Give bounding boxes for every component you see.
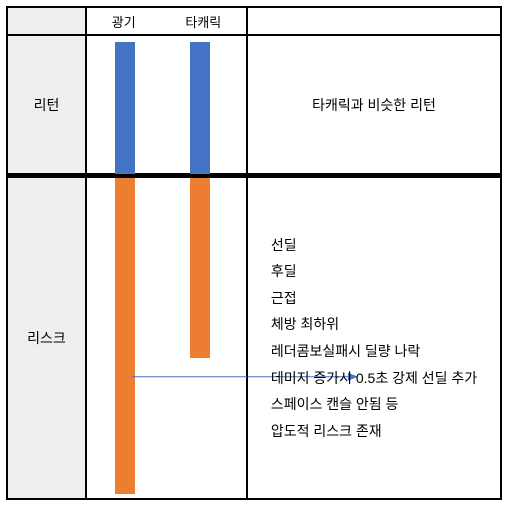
col-label-1: 광기 [112,12,136,31]
header-bars: 광기 타캐릭 [86,7,247,35]
return-bar-other [190,42,210,175]
risk-note-7: 스페이스 캔슬 안됨 등 [271,391,477,418]
figure: 광기 타캐릭 리턴 타캐릭과 비슷한 리턴 리스크 [0,0,509,506]
header-right-empty [247,7,501,35]
return-label: 리턴 [34,95,60,115]
risk-note-8: 압도적 리스크 존재 [271,418,477,445]
col-label-2: 타캐릭 [185,12,221,31]
risk-bar-gwanggi [115,178,135,494]
return-label-cell: 리턴 [7,35,86,174]
return-bars-cell [86,35,247,174]
risk-notes-cell: 선딜 후딜 근접 체방 최하위 레더콤보실패시 딜량 나락 데미지 증가시 0.… [247,177,501,499]
risk-note-1: 선딜 [271,232,477,259]
risk-notes: 선딜 후딜 근접 체방 최하위 레더콤보실패시 딜량 나락 데미지 증가시 0.… [271,232,477,445]
risk-note-4: 체방 최하위 [271,311,477,338]
risk-label: 리스크 [27,328,66,348]
risk-note-6: 데미지 증가시 0.5초 강제 선딜 추가 [271,365,477,392]
header-empty [7,7,86,35]
risk-bars-cell [86,177,247,499]
risk-label-cell: 리스크 [7,177,86,499]
risk-bar-other [190,178,210,358]
risk-note-5: 레더콤보실패시 딜량 나락 [271,338,477,365]
return-note: 타캐릭과 비슷한 리턴 [312,95,436,115]
risk-note-3: 근접 [271,285,477,312]
risk-note-2: 후딜 [271,258,477,285]
table: 광기 타캐릭 리턴 타캐릭과 비슷한 리턴 리스크 [6,6,502,500]
return-note-cell: 타캐릭과 비슷한 리턴 [247,35,501,174]
return-bar-gwanggi [115,42,135,175]
